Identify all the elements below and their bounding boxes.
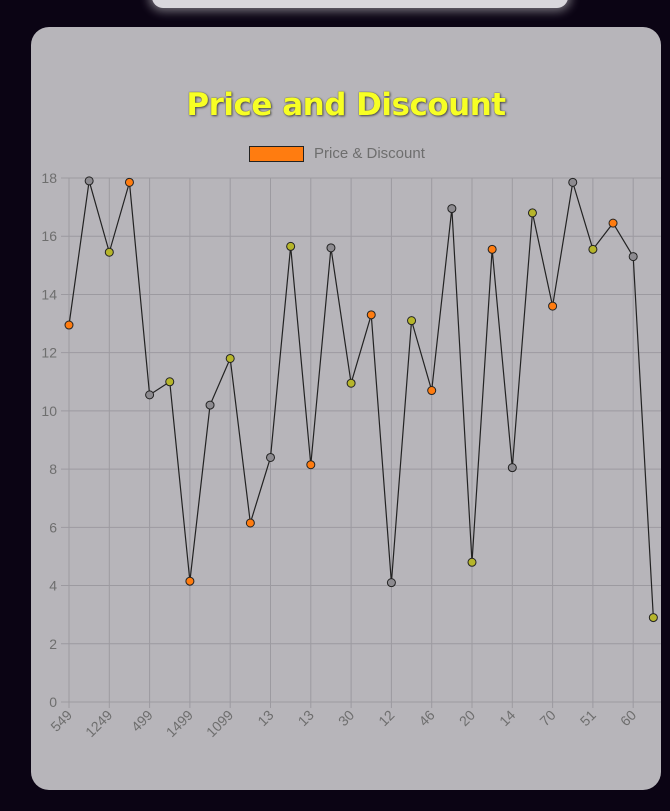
data-point[interactable] — [548, 301, 558, 311]
data-point[interactable] — [648, 613, 658, 623]
y-tick-label: 12 — [41, 345, 57, 361]
data-point[interactable] — [366, 310, 376, 320]
x-tick-label: 20 — [456, 707, 478, 729]
data-point[interactable] — [84, 176, 94, 186]
y-tick-label: 6 — [49, 519, 57, 535]
grid-lines — [61, 177, 661, 708]
data-point[interactable] — [407, 316, 417, 326]
legend-label[interactable]: Price & Discount — [314, 145, 425, 162]
data-point[interactable] — [487, 244, 497, 254]
data-point[interactable] — [185, 576, 195, 586]
legend-swatch[interactable] — [249, 146, 304, 162]
x-tick-label: 1099 — [203, 707, 236, 740]
data-point[interactable] — [104, 247, 114, 257]
data-point[interactable] — [124, 177, 134, 187]
data-point[interactable] — [568, 177, 578, 187]
x-tick-label: 46 — [415, 707, 437, 729]
data-point[interactable] — [427, 386, 437, 396]
data-point[interactable] — [64, 320, 74, 330]
data-point[interactable] — [205, 400, 215, 410]
y-tick-label: 14 — [41, 286, 57, 302]
x-axis-ticks: 549 1249 499 1499 1099 13 13 30 12 46 20 14 70 51 60 — [47, 707, 639, 740]
y-tick-label: 8 — [49, 461, 57, 477]
data-point[interactable] — [145, 390, 155, 400]
data-point[interactable] — [588, 244, 598, 254]
x-tick-label: 13 — [295, 707, 317, 729]
data-point[interactable] — [245, 518, 255, 528]
data-point[interactable] — [326, 243, 336, 253]
y-tick-label: 4 — [49, 578, 57, 594]
x-tick-label: 499 — [128, 707, 156, 735]
x-tick-label: 70 — [536, 707, 558, 729]
y-tick-label: 10 — [41, 403, 57, 419]
y-axis-ticks: 0 2 4 6 8 10 12 14 16 18 — [41, 170, 57, 710]
chart-title: Price and Discount — [186, 87, 506, 123]
data-point[interactable] — [165, 377, 175, 387]
x-tick-label: 13 — [254, 707, 276, 729]
y-tick-label: 18 — [41, 170, 57, 186]
data-point[interactable] — [386, 578, 396, 588]
top-panel-edge — [152, 0, 568, 8]
data-point[interactable] — [346, 378, 356, 388]
data-point[interactable] — [306, 460, 316, 470]
x-tick-label: 14 — [496, 707, 518, 729]
x-tick-label: 51 — [577, 707, 599, 729]
data-point[interactable] — [628, 252, 638, 262]
x-tick-label: 1249 — [82, 707, 115, 740]
x-tick-label: 30 — [335, 707, 357, 729]
data-point[interactable] — [467, 557, 477, 567]
x-tick-label: 1499 — [163, 707, 196, 740]
x-tick-label: 12 — [375, 707, 397, 729]
data-point[interactable] — [527, 208, 537, 218]
data-point[interactable] — [608, 218, 618, 228]
y-tick-label: 0 — [49, 694, 57, 710]
y-tick-label: 2 — [49, 636, 57, 652]
x-tick-label: 549 — [47, 707, 75, 735]
y-tick-label: 16 — [41, 228, 57, 244]
data-point[interactable] — [225, 353, 235, 363]
data-point[interactable] — [447, 204, 457, 214]
data-point[interactable] — [266, 452, 275, 462]
x-tick-label: 60 — [617, 707, 639, 729]
data-point[interactable] — [286, 241, 296, 251]
series-points — [64, 176, 658, 623]
series-line — [68, 180, 654, 618]
data-point[interactable] — [507, 463, 517, 473]
